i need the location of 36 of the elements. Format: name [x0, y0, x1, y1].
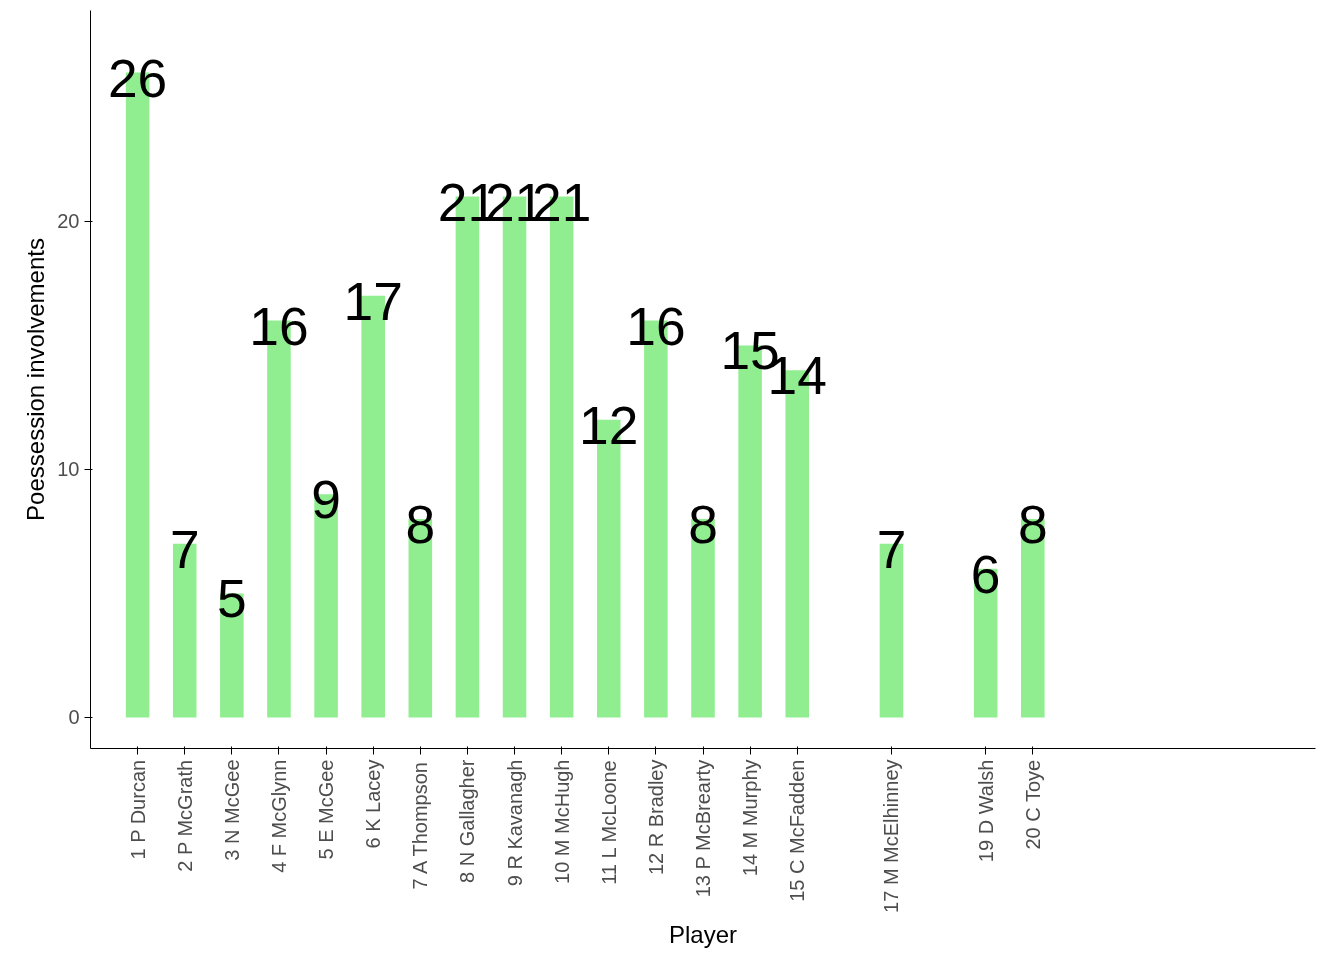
x-tick-label: 10 M McHugh: [550, 759, 573, 884]
y-tick-label: 0: [68, 706, 80, 729]
data-label: 9: [311, 470, 341, 530]
data-label: 7: [876, 519, 907, 579]
x-tick-label: 6 K Lacey: [362, 759, 385, 849]
data-label: 16: [249, 296, 309, 356]
x-tick-label: 13 P McBrearty: [692, 759, 714, 898]
data-label: 5: [217, 569, 247, 629]
data-label: 6: [970, 544, 1001, 604]
data-label: 26: [107, 48, 168, 108]
y-tick-label: 20: [57, 210, 80, 233]
x-tick-label: 8 N Gallagher: [456, 759, 479, 883]
data-label: 8: [405, 495, 436, 555]
x-tick-label: 9 R Kavanagh: [503, 759, 526, 887]
x-tick-label: 7 A Thompson: [409, 762, 432, 890]
data-label: 17: [343, 271, 403, 331]
y-tick-label: 10: [57, 458, 80, 481]
x-tick-label: 11 L McLoone: [597, 760, 620, 885]
x-tick-label: 15 C McFadden: [786, 759, 809, 902]
x-tick-label: 17 M McElhinney: [880, 759, 903, 913]
x-tick-label: 2 P McGrath: [173, 759, 196, 872]
x-tick-label: 5 E McGee: [315, 759, 338, 860]
y-axis-title: Poessession involvements: [22, 238, 50, 521]
x-tick-label: 3 N McGee: [220, 759, 243, 861]
x-tick-label: 12 R Bradley: [644, 759, 667, 876]
data-label: 12: [579, 395, 639, 455]
x-tick-label: 14 M Murphy: [739, 759, 762, 877]
x-tick-label: 4 F McGlynn: [267, 759, 290, 873]
x-tick-label: 20 C Toye: [1021, 759, 1044, 850]
data-label: 8: [1017, 495, 1048, 555]
x-axis-title: Player: [668, 920, 738, 948]
data-label: 16: [626, 296, 686, 356]
data-label: 7: [169, 519, 200, 579]
x-tick-label: 1 P Durcan: [126, 759, 149, 860]
data-label: 8: [688, 495, 718, 555]
x-tick-label: 19 D Walsh: [974, 759, 997, 863]
